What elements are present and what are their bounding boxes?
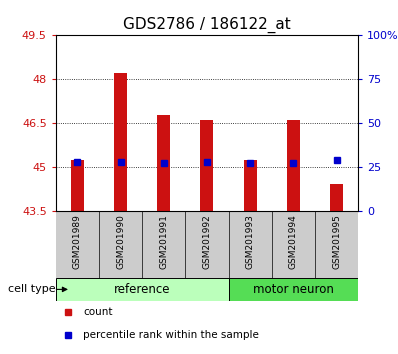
- Bar: [287, 120, 300, 211]
- Text: GSM201993: GSM201993: [246, 214, 255, 269]
- Text: motor neuron: motor neuron: [253, 283, 334, 296]
- Bar: [201, 120, 213, 211]
- Text: count: count: [83, 307, 113, 318]
- Bar: [315, 211, 358, 278]
- Bar: [185, 211, 228, 278]
- Text: GSM201992: GSM201992: [203, 214, 211, 269]
- Text: GSM201990: GSM201990: [116, 214, 125, 269]
- Text: GSM201989: GSM201989: [73, 214, 82, 269]
- Bar: [114, 73, 127, 211]
- Bar: [228, 278, 358, 301]
- Text: GSM201994: GSM201994: [289, 214, 298, 269]
- Text: reference: reference: [114, 283, 170, 296]
- Bar: [56, 211, 99, 278]
- Bar: [142, 211, 185, 278]
- Text: GSM201995: GSM201995: [332, 214, 341, 269]
- Bar: [330, 184, 343, 211]
- Bar: [71, 160, 84, 211]
- Bar: [244, 160, 257, 211]
- Text: cell type: cell type: [8, 284, 56, 295]
- Bar: [157, 115, 170, 211]
- Text: GSM201991: GSM201991: [159, 214, 168, 269]
- Bar: [228, 211, 272, 278]
- Title: GDS2786 / 186122_at: GDS2786 / 186122_at: [123, 16, 291, 33]
- Bar: [56, 278, 228, 301]
- Text: percentile rank within the sample: percentile rank within the sample: [83, 330, 259, 341]
- Bar: [272, 211, 315, 278]
- Bar: [99, 211, 142, 278]
